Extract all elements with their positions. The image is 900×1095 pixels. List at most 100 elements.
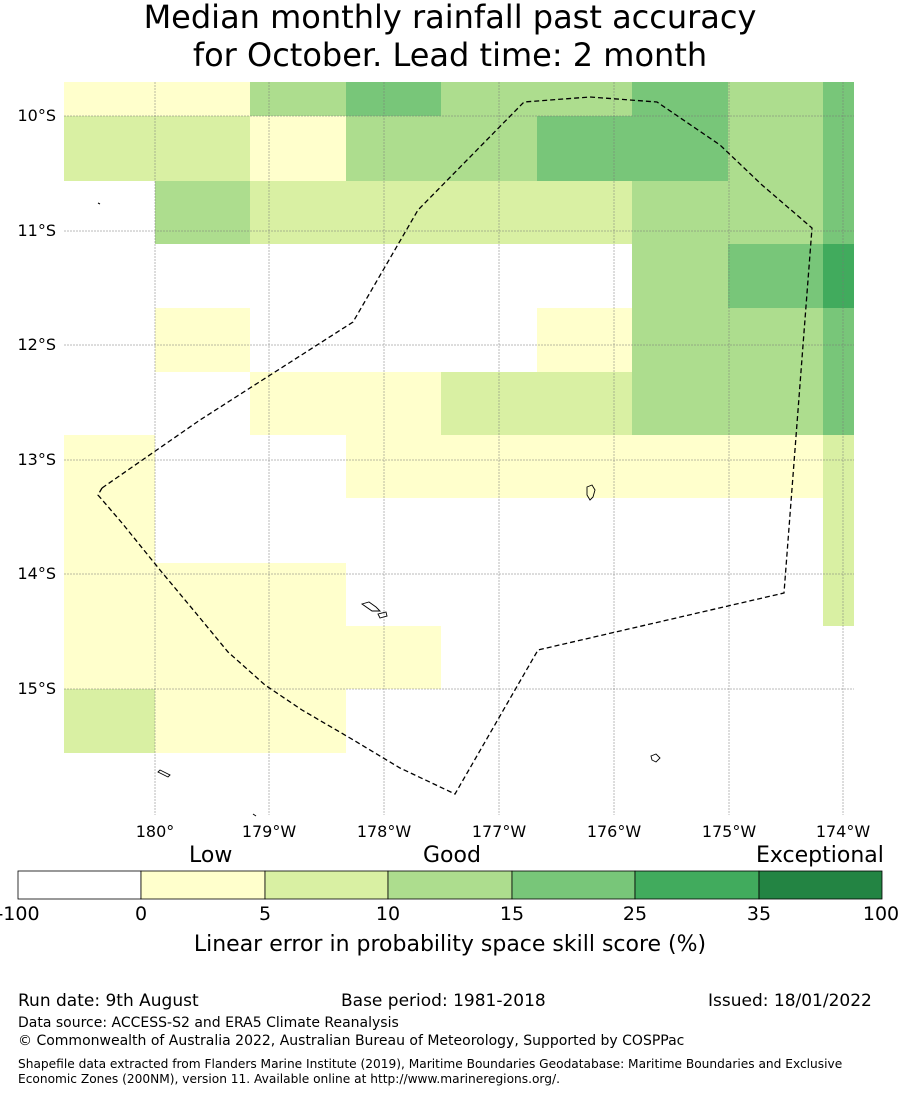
lon-label: 180°	[136, 822, 175, 841]
grid-cell	[346, 181, 441, 244]
grid-cell	[823, 563, 854, 626]
grid-cell	[155, 181, 250, 244]
lat-label: 10°S	[17, 106, 56, 125]
grid-cell	[155, 689, 250, 753]
island-outline	[360, 601, 382, 612]
grid-cell	[155, 116, 250, 181]
grid-cell	[537, 116, 632, 181]
skill-grid	[64, 82, 854, 753]
grid-cell	[64, 689, 155, 753]
grid-cell	[728, 181, 823, 244]
grid-cell	[250, 372, 346, 435]
lon-label: 175°W	[702, 822, 757, 841]
grid-cell	[250, 116, 346, 181]
grid-cell	[64, 116, 155, 181]
grid-cell	[346, 435, 441, 498]
map-title-line-1: Median monthly rainfall past accuracy	[143, 0, 757, 36]
colorbar-segment	[264, 870, 389, 900]
grid-cell	[441, 116, 537, 181]
colorbar-tick: 15	[499, 903, 525, 925]
grid-cell	[346, 626, 441, 689]
grid-cell	[728, 435, 823, 498]
grid-cell	[155, 308, 250, 372]
colorbar-segment	[17, 870, 142, 900]
grid-cell	[441, 372, 537, 435]
lat-label: 11°S	[17, 221, 56, 240]
grid-cell	[728, 308, 823, 372]
island-outline	[97, 202, 101, 205]
lat-label: 12°S	[17, 335, 56, 354]
colorbar-tick: 10	[375, 903, 401, 925]
colorbar-tick: 100	[862, 903, 900, 925]
grid-cell	[346, 82, 441, 116]
grid-cell	[441, 181, 537, 244]
grid-cell	[823, 308, 854, 372]
grid-cell	[823, 435, 854, 498]
grid-cell	[632, 244, 728, 308]
grid-cell	[346, 372, 441, 435]
colorbar-category-exceptional: Exceptional	[756, 843, 884, 868]
grid-cell	[823, 372, 854, 435]
grid-cell	[64, 563, 155, 626]
grid-cell	[250, 181, 346, 244]
grid-cell	[728, 116, 823, 181]
grid-cell	[728, 372, 823, 435]
grid-cell	[823, 498, 854, 563]
grid-cell	[632, 372, 728, 435]
grid-cell	[823, 181, 854, 244]
island-outline	[157, 769, 171, 778]
grid-cell	[728, 82, 823, 116]
island-outline	[586, 484, 596, 501]
grid-cell	[537, 308, 632, 372]
lat-label: 14°S	[17, 564, 56, 583]
grid-cell	[823, 244, 854, 308]
grid-cell	[632, 181, 728, 244]
lat-label: 13°S	[17, 450, 56, 469]
grid-cell	[632, 435, 728, 498]
graticule	[64, 82, 854, 815]
colorbar-category-low: Low	[189, 843, 233, 868]
grid-cell	[441, 82, 537, 116]
grid-cell	[346, 116, 441, 181]
grid-cell	[64, 435, 155, 498]
grid-cell	[441, 435, 537, 498]
eez-boundary	[97, 96, 813, 795]
lon-label: 176°W	[587, 822, 642, 841]
grid-cell	[250, 689, 346, 753]
grid-cell	[537, 181, 632, 244]
grid-cell	[632, 308, 728, 372]
grid-cell	[823, 116, 854, 181]
colorbar-segment	[634, 870, 760, 900]
colorbar	[17, 870, 883, 900]
colorbar-segment	[387, 870, 513, 900]
grid-cell	[632, 116, 728, 181]
issued-date: Issued: 18/01/2022	[708, 991, 872, 1011]
lon-label: 179°W	[242, 822, 297, 841]
colorbar-tick: 5	[258, 903, 272, 925]
grid-cell	[537, 372, 632, 435]
colorbar-label: Linear error in probability space skill …	[193, 932, 707, 957]
grid-cell	[250, 626, 346, 689]
grid-cell	[155, 82, 250, 116]
colorbar-category-good: Good	[423, 843, 481, 868]
colorbar-segment	[140, 870, 266, 900]
grid-cell	[632, 82, 728, 116]
island-outline	[650, 753, 661, 763]
colorbar-tick: -100	[0, 903, 40, 925]
grid-cell	[155, 563, 250, 626]
colorbar-segment	[758, 870, 883, 900]
grid-cell	[64, 82, 155, 116]
map-title-line-2: for October. Lead time: 2 month	[192, 36, 708, 74]
data-source: Data source: ACCESS-S2 and ERA5 Climate …	[18, 1015, 399, 1031]
lon-label: 178°W	[357, 822, 412, 841]
island-outline	[252, 813, 257, 817]
grid-cell	[250, 82, 346, 116]
grid-cell	[64, 626, 155, 689]
copyright-notice: © Commonwealth of Australia 2022, Austra…	[18, 1033, 685, 1049]
colorbar-tick: 25	[622, 903, 648, 925]
run-date: Run date: 9th August	[18, 991, 199, 1011]
colorbar-tick: 35	[746, 903, 772, 925]
base-period: Base period: 1981-2018	[341, 991, 546, 1011]
grid-cell	[250, 563, 346, 626]
